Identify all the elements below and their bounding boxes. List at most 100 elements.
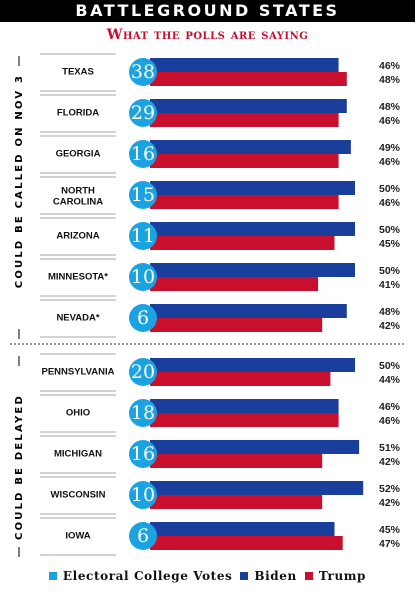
trump-bar <box>150 277 319 291</box>
electoral-circle <box>129 263 157 291</box>
biden-bar <box>150 181 355 195</box>
electoral-circle <box>129 522 157 550</box>
biden-pct: 52% <box>379 483 401 495</box>
biden-bar <box>150 304 347 318</box>
trump-bar <box>150 372 331 386</box>
trump-pct: 45% <box>379 238 401 250</box>
trump-pct: 42% <box>379 320 401 332</box>
electoral-votes: 6 <box>137 307 149 329</box>
electoral-votes: 11 <box>131 225 155 247</box>
biden-pct: 50% <box>379 183 401 195</box>
trump-pct: 46% <box>379 415 401 427</box>
biden-pct: 50% <box>379 360 401 372</box>
electoral-votes: 29 <box>131 102 155 124</box>
trump-bar <box>150 413 339 427</box>
electoral-votes: 18 <box>131 402 155 424</box>
biden-pct: 48% <box>379 101 401 113</box>
trump-bar <box>150 495 323 509</box>
biden-pct: 46% <box>379 60 401 72</box>
legend-swatch-biden <box>240 572 249 580</box>
trump-pct: 42% <box>379 456 401 468</box>
trump-bar <box>150 113 339 127</box>
biden-pct: 51% <box>379 442 401 454</box>
biden-bar <box>150 140 351 154</box>
state-label: IOWA <box>65 531 90 542</box>
state-label: MICHIGAN <box>54 449 102 460</box>
trump-pct: 44% <box>379 374 401 386</box>
biden-bar <box>150 522 335 536</box>
trump-bar <box>150 318 323 332</box>
state-label: ARIZONA <box>56 231 99 242</box>
electoral-circle <box>129 358 157 386</box>
biden-pct: 46% <box>379 401 401 413</box>
biden-bar <box>150 222 355 236</box>
electoral-circle <box>129 399 157 427</box>
electoral-votes: 16 <box>131 143 155 165</box>
biden-bar <box>150 481 364 495</box>
trump-pct: 47% <box>379 538 401 550</box>
trump-bar <box>150 236 335 250</box>
group-label: COULD BE DELAYED <box>14 394 25 540</box>
state-label: TEXAS <box>62 67 94 78</box>
trump-pct: 46% <box>379 156 401 168</box>
group-label: COULD BE CALLED ON NOV 3 <box>14 74 25 288</box>
biden-bar <box>150 58 339 72</box>
state-label: WISCONSIN <box>51 490 106 501</box>
legend-swatch-electoral <box>48 572 57 580</box>
electoral-votes: 38 <box>131 61 155 83</box>
legend: Electoral College Votes Biden Trump <box>0 565 415 587</box>
trump-pct: 48% <box>379 74 401 86</box>
biden-pct: 48% <box>379 306 401 318</box>
electoral-circle <box>129 99 157 127</box>
electoral-votes: 10 <box>131 484 155 506</box>
electoral-circle <box>129 481 157 509</box>
trump-pct: 46% <box>379 115 401 127</box>
battleground-chart: COULD BE CALLED ON NOV 3 TEXAS 38 46% 48% FLO… <box>10 53 405 557</box>
electoral-votes: 6 <box>137 525 149 547</box>
state-label: OHIO <box>66 408 90 419</box>
legend-item-biden: Biden <box>240 569 296 583</box>
biden-bar <box>150 99 347 113</box>
biden-bar <box>150 399 339 413</box>
biden-pct: 50% <box>379 224 401 236</box>
chart-subtitle: What the polls are saying <box>106 27 309 43</box>
trump-bar <box>150 195 339 209</box>
electoral-votes: 15 <box>131 184 155 206</box>
legend-label-biden: Biden <box>254 569 297 583</box>
biden-bar <box>150 440 360 454</box>
electoral-circle <box>129 440 157 468</box>
electoral-votes: 20 <box>131 361 155 383</box>
trump-pct: 42% <box>379 497 401 509</box>
trump-pct: 46% <box>379 197 401 209</box>
biden-pct: 45% <box>379 524 401 536</box>
trump-bar <box>150 536 343 550</box>
biden-bar <box>150 263 355 277</box>
electoral-circle <box>129 304 157 332</box>
electoral-votes: 16 <box>131 443 155 465</box>
legend-label-electoral: Electoral College Votes <box>62 569 233 583</box>
trump-pct: 41% <box>379 279 401 291</box>
state-label: NEVADA* <box>56 313 99 324</box>
electoral-circle <box>129 222 157 250</box>
electoral-circle <box>129 140 157 168</box>
state-label: FLORIDA <box>57 108 99 119</box>
biden-pct: 49% <box>379 142 401 154</box>
legend-label-trump: Trump <box>318 569 367 583</box>
biden-pct: 50% <box>379 265 401 277</box>
legend-swatch-trump <box>304 572 313 580</box>
state-label: GEORGIA <box>56 149 101 160</box>
electoral-votes: 10 <box>131 266 155 288</box>
state-label: CAROLINA <box>53 197 103 208</box>
legend-item-electoral: Electoral College Votes <box>48 569 233 583</box>
trump-bar <box>150 454 323 468</box>
trump-bar <box>150 72 347 86</box>
state-label: PENNSYLVANIA <box>41 367 114 378</box>
state-label: MINNESOTA* <box>48 272 108 283</box>
electoral-circle <box>129 58 157 86</box>
trump-bar <box>150 154 339 168</box>
legend-item-trump: Trump <box>304 569 367 583</box>
state-label: NORTH <box>61 186 95 197</box>
biden-bar <box>150 358 355 372</box>
chart-title: BATTLEGROUND STATES <box>0 0 415 22</box>
electoral-circle <box>129 181 157 209</box>
